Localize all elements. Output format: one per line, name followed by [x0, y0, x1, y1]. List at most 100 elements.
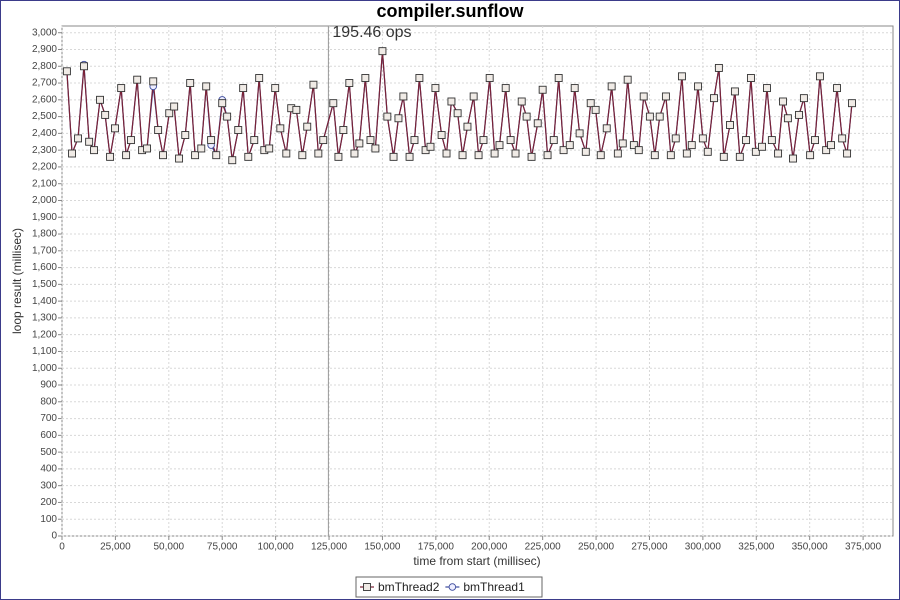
data-point: [399, 92, 408, 101]
data-point: [639, 92, 648, 101]
annotation-text: 195.46 ops: [332, 24, 411, 41]
data-point: [149, 77, 158, 86]
data-point: [197, 144, 206, 153]
data-point: [742, 136, 750, 145]
data-point: [763, 84, 771, 93]
x-tick-label: 250,000: [578, 542, 615, 553]
data-point: [329, 99, 338, 108]
data-point: [228, 156, 237, 165]
data-point: [719, 152, 728, 161]
data-point: [758, 142, 766, 151]
data-point: [207, 136, 216, 145]
data-point: [634, 146, 643, 155]
x-tick-label: 75,000: [207, 542, 238, 553]
data-point: [186, 79, 195, 87]
data-point: [366, 136, 375, 145]
x-tick-label: 25,000: [100, 542, 131, 553]
x-tick-label: 225,000: [525, 542, 562, 553]
data-point: [191, 151, 200, 160]
y-tick-label: 1,800: [32, 229, 57, 240]
data-point: [453, 109, 462, 118]
data-point: [677, 72, 686, 81]
data-point: [629, 141, 638, 150]
y-tick-label: 2,500: [32, 111, 57, 122]
data-point: [710, 94, 718, 103]
data-point: [490, 149, 499, 158]
data-point: [447, 97, 456, 106]
data-point: [350, 149, 359, 158]
y-tick-label: 1,900: [32, 212, 57, 223]
data-point: [650, 151, 659, 160]
data-point: [730, 87, 739, 96]
x-tick-label: 200,000: [471, 542, 508, 553]
y-tick-label: 2,900: [32, 44, 57, 55]
data-point: [223, 112, 232, 121]
data-point: [437, 131, 446, 139]
legend-marker: [448, 583, 457, 591]
data-point: [96, 95, 104, 104]
data-point: [698, 134, 707, 143]
data-point: [543, 151, 552, 160]
data-point: [426, 142, 435, 151]
data-point: [522, 112, 531, 121]
data-point: [822, 146, 831, 155]
data-point: [234, 126, 243, 134]
y-tick-label: 2,300: [32, 145, 57, 156]
data-point: [101, 110, 110, 119]
y-tick-label: 1,100: [32, 346, 57, 357]
y-tick-label: 900: [40, 380, 57, 391]
data-point: [735, 152, 744, 161]
data-point: [74, 134, 82, 143]
plot-area: [61, 25, 894, 537]
data-point: [843, 149, 852, 158]
data-point: [848, 99, 856, 108]
data-point: [618, 139, 627, 148]
data-point: [463, 122, 472, 131]
data-point: [415, 74, 424, 82]
data-point: [602, 124, 611, 133]
data-point: [361, 74, 370, 82]
data-point: [250, 136, 259, 145]
y-tick-label: 700: [40, 413, 57, 424]
data-point: [511, 149, 520, 158]
data-point: [586, 99, 595, 108]
data-point: [431, 84, 440, 93]
y-tick-label: 400: [40, 464, 57, 475]
data-point: [623, 75, 632, 84]
data-point: [833, 84, 841, 93]
y-tick-label: 300: [40, 480, 57, 491]
y-tick-label: 1,000: [32, 363, 57, 374]
y-tick-label: 2,400: [32, 128, 57, 139]
x-tick-label: 275,000: [631, 542, 668, 553]
y-tick-label: 2,000: [32, 195, 57, 206]
data-point: [111, 124, 119, 133]
y-tick-label: 1,300: [32, 313, 57, 324]
data-point: [244, 152, 253, 161]
data-point: [202, 82, 211, 91]
data-point: [265, 144, 274, 153]
data-point: [68, 149, 76, 158]
data-point: [165, 109, 174, 118]
data-point: [806, 151, 815, 160]
data-point: [687, 141, 696, 150]
x-tick-label: 325,000: [738, 542, 775, 553]
data-point: [661, 92, 670, 101]
x-tick-label: 125,000: [311, 542, 348, 553]
data-point: [815, 72, 824, 81]
data-point: [799, 94, 808, 103]
data-point: [682, 149, 691, 158]
legend-label: bmThread1: [463, 580, 525, 594]
data-point: [117, 84, 126, 93]
data-point: [811, 136, 819, 145]
y-tick-label: 1,600: [32, 262, 57, 273]
data-point: [298, 151, 307, 160]
data-point: [271, 84, 280, 93]
data-point: [378, 47, 387, 56]
data-point: [565, 141, 574, 150]
data-point: [334, 152, 343, 161]
data-point: [276, 124, 285, 133]
y-tick-label: 1,500: [32, 279, 57, 290]
data-point: [554, 74, 563, 82]
x-tick-label: 175,000: [418, 542, 455, 553]
